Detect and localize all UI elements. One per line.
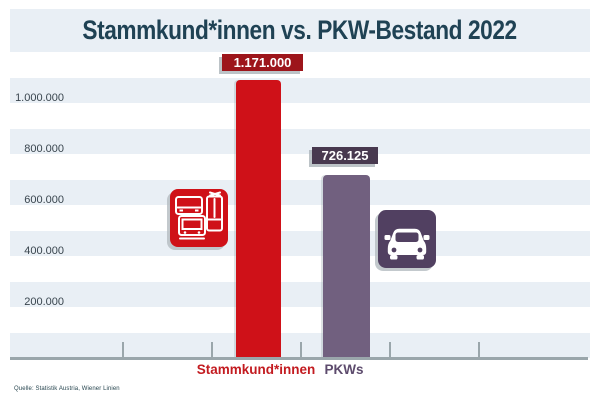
- chart-title: Stammkund*innen vs. PKW-Bestand 2022: [82, 15, 518, 45]
- y-axis-tick-label: 800.000: [24, 143, 64, 155]
- category-label-stammkundinnen: Stammkund*innen: [196, 362, 316, 377]
- x-axis-tick: [300, 342, 302, 357]
- car-icon: [378, 210, 436, 268]
- value-label-stammkundinnen: 1.171.000: [222, 54, 303, 71]
- y-axis-tick-label: 600.000: [24, 194, 64, 206]
- plot-background-stripes: [10, 78, 590, 358]
- bar-pkws: [323, 175, 370, 357]
- category-label-pkws: PKWs: [324, 362, 364, 377]
- x-axis-tick: [122, 342, 124, 357]
- source-credit: Quelle: Statistik Austria, Wiener Linien: [14, 386, 120, 392]
- title-band: Stammkund*innen vs. PKW-Bestand 2022: [10, 9, 590, 52]
- y-axis-tick-label: 400.000: [24, 245, 64, 257]
- x-axis-tick: [389, 342, 391, 357]
- public-transit-icon: [170, 189, 228, 247]
- value-label-pkws: 726.125: [312, 147, 378, 164]
- x-axis-line: [10, 357, 588, 360]
- y-axis-tick-label: 200.000: [24, 296, 64, 308]
- x-axis-tick: [211, 342, 213, 357]
- y-axis-tick-label: 1.000.000: [15, 92, 64, 104]
- bar-stammkundinnen: [236, 80, 281, 357]
- x-axis-tick: [478, 342, 480, 357]
